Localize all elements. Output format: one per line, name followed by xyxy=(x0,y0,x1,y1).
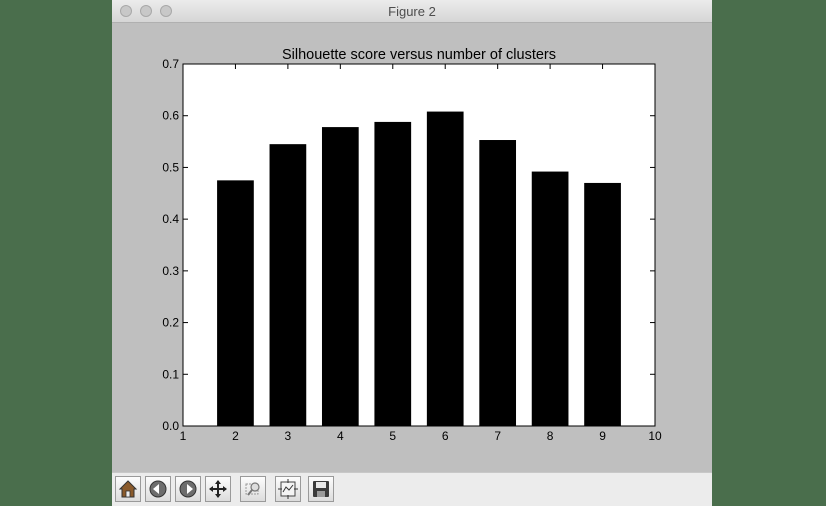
back-icon xyxy=(149,480,167,498)
plot-area xyxy=(183,64,655,426)
bar xyxy=(269,144,307,426)
navigation-toolbar xyxy=(112,472,712,506)
bar-chart: 1 2 3 4 5 6 7 8 9 10 0.0 0.1 0.2 0.3 0.4 0.5 0.6 0.7 Silho… xyxy=(162,47,662,443)
x-tick-label: 3 xyxy=(285,429,292,443)
save-icon xyxy=(313,481,329,497)
minimize-window-button[interactable] xyxy=(140,5,152,17)
x-tick-label: 6 xyxy=(442,429,449,443)
x-tick-label: 10 xyxy=(648,429,662,443)
figure-window: Figure 2 1 2 3 4 5 6 7 8 9 10 0.0 0.1 0.2 0.3 0.4 0.5 0.… xyxy=(112,0,712,506)
y-tick-label: 0.0 xyxy=(162,419,179,433)
x-tick-label: 4 xyxy=(337,429,344,443)
x-tick-label: 2 xyxy=(232,429,239,443)
close-window-button[interactable] xyxy=(120,5,132,17)
chart-title: Silhouette score versus number of cluste… xyxy=(282,47,556,63)
y-tick-label: 0.2 xyxy=(162,316,179,330)
plot-frame xyxy=(182,63,656,427)
zoom-window-button[interactable] xyxy=(160,5,172,17)
x-tick-label: 1 xyxy=(180,429,187,443)
bar xyxy=(321,127,359,426)
bar xyxy=(584,182,621,426)
y-tick-label: 0.5 xyxy=(162,160,179,174)
window-title: Figure 2 xyxy=(388,4,436,19)
x-tick-label: 5 xyxy=(389,429,396,443)
pan-icon xyxy=(209,480,227,498)
x-tick-label: 8 xyxy=(547,429,554,443)
y-tick-label: 0.4 xyxy=(162,212,179,226)
bar xyxy=(531,171,569,426)
y-tick-label: 0.3 xyxy=(162,264,179,278)
y-tick-label: 0.1 xyxy=(162,367,179,381)
title-bar[interactable]: Figure 2 xyxy=(112,0,712,23)
y-tick-label: 0.7 xyxy=(162,57,179,71)
subplots-button[interactable] xyxy=(275,476,301,502)
save-button[interactable] xyxy=(308,476,334,502)
forward-button[interactable] xyxy=(175,476,201,502)
bar xyxy=(217,180,254,426)
home-button[interactable] xyxy=(115,476,141,502)
x-tick-label: 9 xyxy=(599,429,606,443)
back-button[interactable] xyxy=(145,476,171,502)
zoom-icon xyxy=(245,482,260,496)
subplots-icon xyxy=(278,479,298,499)
home-icon xyxy=(118,480,138,498)
bar xyxy=(479,140,517,426)
figure-canvas: 1 2 3 4 5 6 7 8 9 10 0.0 0.1 0.2 0.3 0.4 0.5 0.6 0.7 Silho… xyxy=(112,23,712,470)
forward-icon xyxy=(179,480,197,498)
bar xyxy=(374,121,412,427)
pan-button[interactable] xyxy=(205,476,231,502)
bar xyxy=(426,111,464,426)
zoom-button[interactable] xyxy=(240,476,266,502)
y-tick-label: 0.6 xyxy=(162,109,179,123)
x-tick-label: 7 xyxy=(494,429,501,443)
